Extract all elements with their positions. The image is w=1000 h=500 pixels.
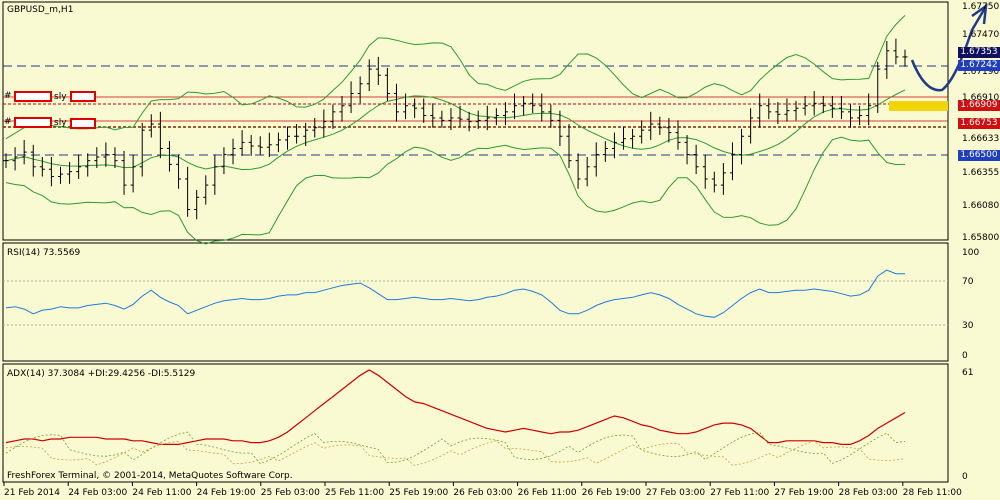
price-tag-4: 1.66753 <box>958 118 1000 129</box>
price-label: 1.67190 <box>962 67 999 77</box>
price-tag-2: 1.67242 <box>958 60 1000 71</box>
time-axis-label: 24 Feb 19:00 <box>197 488 256 498</box>
time-axis-label: 28 Feb 03:00 <box>839 488 898 498</box>
legend-tail-1: sly <box>54 92 67 102</box>
time-axis-label: 27 Feb 11:00 <box>710 488 769 498</box>
adx-title: ADX(14) 37.3084 +DI:29.4256 -DI:5.5129 <box>7 369 196 379</box>
legend-hash-1: # <box>4 91 12 101</box>
bollinger-lower <box>5 136 906 245</box>
time-axis-label: 21 Feb 2014 <box>4 488 60 498</box>
time-axis-label: 24 Feb 11:00 <box>132 488 191 498</box>
price-label: 1.66633 <box>962 134 999 144</box>
redaction-box <box>70 118 96 129</box>
price-label: 1.66080 <box>962 201 999 211</box>
rsi-panel[interactable] <box>2 242 949 362</box>
price-label: 1.66910 <box>962 93 999 103</box>
di-minus-line <box>5 440 906 467</box>
price-label: 1.67470 <box>962 30 999 40</box>
time-axis-label: 26 Feb 19:00 <box>582 488 641 498</box>
bollinger-upper <box>5 15 906 140</box>
price-bars <box>3 38 908 220</box>
highlight-zone <box>889 101 948 111</box>
legend-hash-2: # <box>4 117 12 127</box>
time-axis-label: 26 Feb 03:00 <box>453 488 512 498</box>
time-axis-label: 24 Feb 03:00 <box>68 488 127 498</box>
adx-line <box>5 369 906 445</box>
adx-panel[interactable] <box>2 363 949 483</box>
price-label: 1.65800 <box>962 233 999 243</box>
price-tag-1: 1.67353 <box>958 47 1000 58</box>
symbol-title: GBPUSD_m,H1 <box>7 5 73 15</box>
redaction-box <box>70 91 96 102</box>
time-axis-label: 26 Feb 11:00 <box>518 488 577 498</box>
redaction-box <box>14 91 52 102</box>
adx-scale-label: 61 <box>962 368 973 378</box>
adx-scale-label: 0 <box>962 472 968 482</box>
time-axis-label: 25 Feb 03:00 <box>261 488 320 498</box>
time-axis-label: 25 Feb 19:00 <box>389 488 448 498</box>
rsi-scale-label: 0 <box>962 351 968 361</box>
price-label: 1.66355 <box>962 168 999 178</box>
forecast-arrowhead <box>971 3 988 25</box>
price-label: 1.67750 <box>962 2 999 12</box>
di-plus-line <box>5 431 906 465</box>
forecast-annotation <box>910 7 987 92</box>
time-axis-label: 28 Feb 11:00 <box>903 488 962 498</box>
copyright: FreshForex Terminal, © 2001-2014, MetaQu… <box>7 471 293 481</box>
rsi-scale-label: 30 <box>962 321 974 331</box>
time-axis-label: 27 Feb 03:00 <box>646 488 705 498</box>
price-tag-3: 1.66909 <box>958 100 1000 111</box>
time-axis-label: 27 Feb 19:00 <box>774 488 833 498</box>
time-axis-label: 25 Feb 11:00 <box>325 488 384 498</box>
time-axis: 21 Feb 2014 24 Feb 03:00 24 Feb 11:00 24 Fe… <box>3 482 962 498</box>
bollinger-middle <box>5 89 906 171</box>
rsi-scale-label: 70 <box>962 277 974 287</box>
price-tag-5: 1.66500 <box>958 150 1000 161</box>
rsi-scale-label: 100 <box>962 248 979 258</box>
rsi-title: RSI(14) 73.5569 <box>7 248 80 258</box>
rsi-line <box>5 269 905 318</box>
legend-tail-2: sly <box>54 118 67 128</box>
redaction-box <box>14 117 52 128</box>
